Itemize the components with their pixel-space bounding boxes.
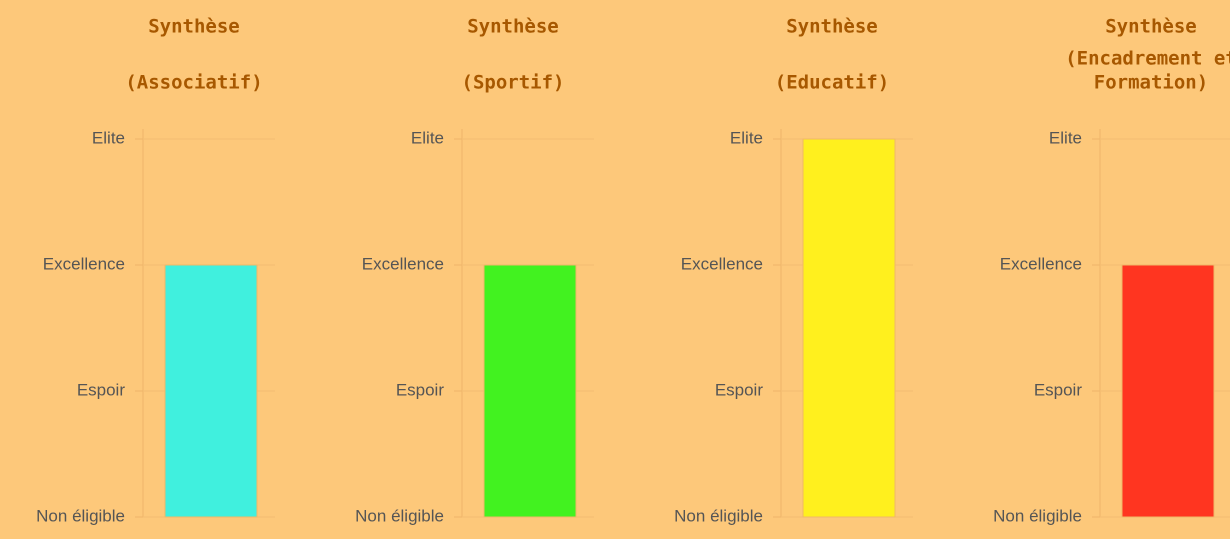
bar	[1121, 264, 1215, 518]
y-tick-label: Elite	[411, 128, 444, 147]
y-tick-label: Excellence	[681, 254, 763, 273]
chart-title: (Educatif)	[775, 72, 889, 94]
y-tick-label: Non éligible	[993, 506, 1082, 525]
y-tick-label: Excellence	[1000, 254, 1082, 273]
y-tick-label: Espoir	[715, 380, 764, 399]
bar	[802, 138, 896, 518]
chart-title: Synthèse	[467, 16, 559, 38]
chart-title: (Associatif)	[125, 72, 262, 94]
y-tick-label: Espoir	[1034, 380, 1083, 399]
chart-title: Synthèse	[786, 16, 878, 38]
y-tick-label: Non éligible	[36, 506, 125, 525]
y-tick-label: Elite	[1049, 128, 1082, 147]
bar	[164, 264, 258, 518]
chart-title: (Encadrement et	[1065, 48, 1230, 70]
y-tick-label: Excellence	[43, 254, 125, 273]
y-tick-label: Espoir	[396, 380, 445, 399]
bar	[483, 264, 577, 518]
y-tick-label: Excellence	[362, 254, 444, 273]
y-tick-label: Elite	[92, 128, 125, 147]
y-tick-label: Elite	[730, 128, 763, 147]
y-tick-label: Non éligible	[674, 506, 763, 525]
y-tick-label: Non éligible	[355, 506, 444, 525]
chart-title: Synthèse	[1105, 16, 1197, 38]
y-tick-label: Espoir	[77, 380, 126, 399]
chart-title: (Sportif)	[462, 72, 565, 94]
chart-title: Formation)	[1094, 72, 1208, 94]
chart-title: Synthèse	[148, 16, 240, 38]
